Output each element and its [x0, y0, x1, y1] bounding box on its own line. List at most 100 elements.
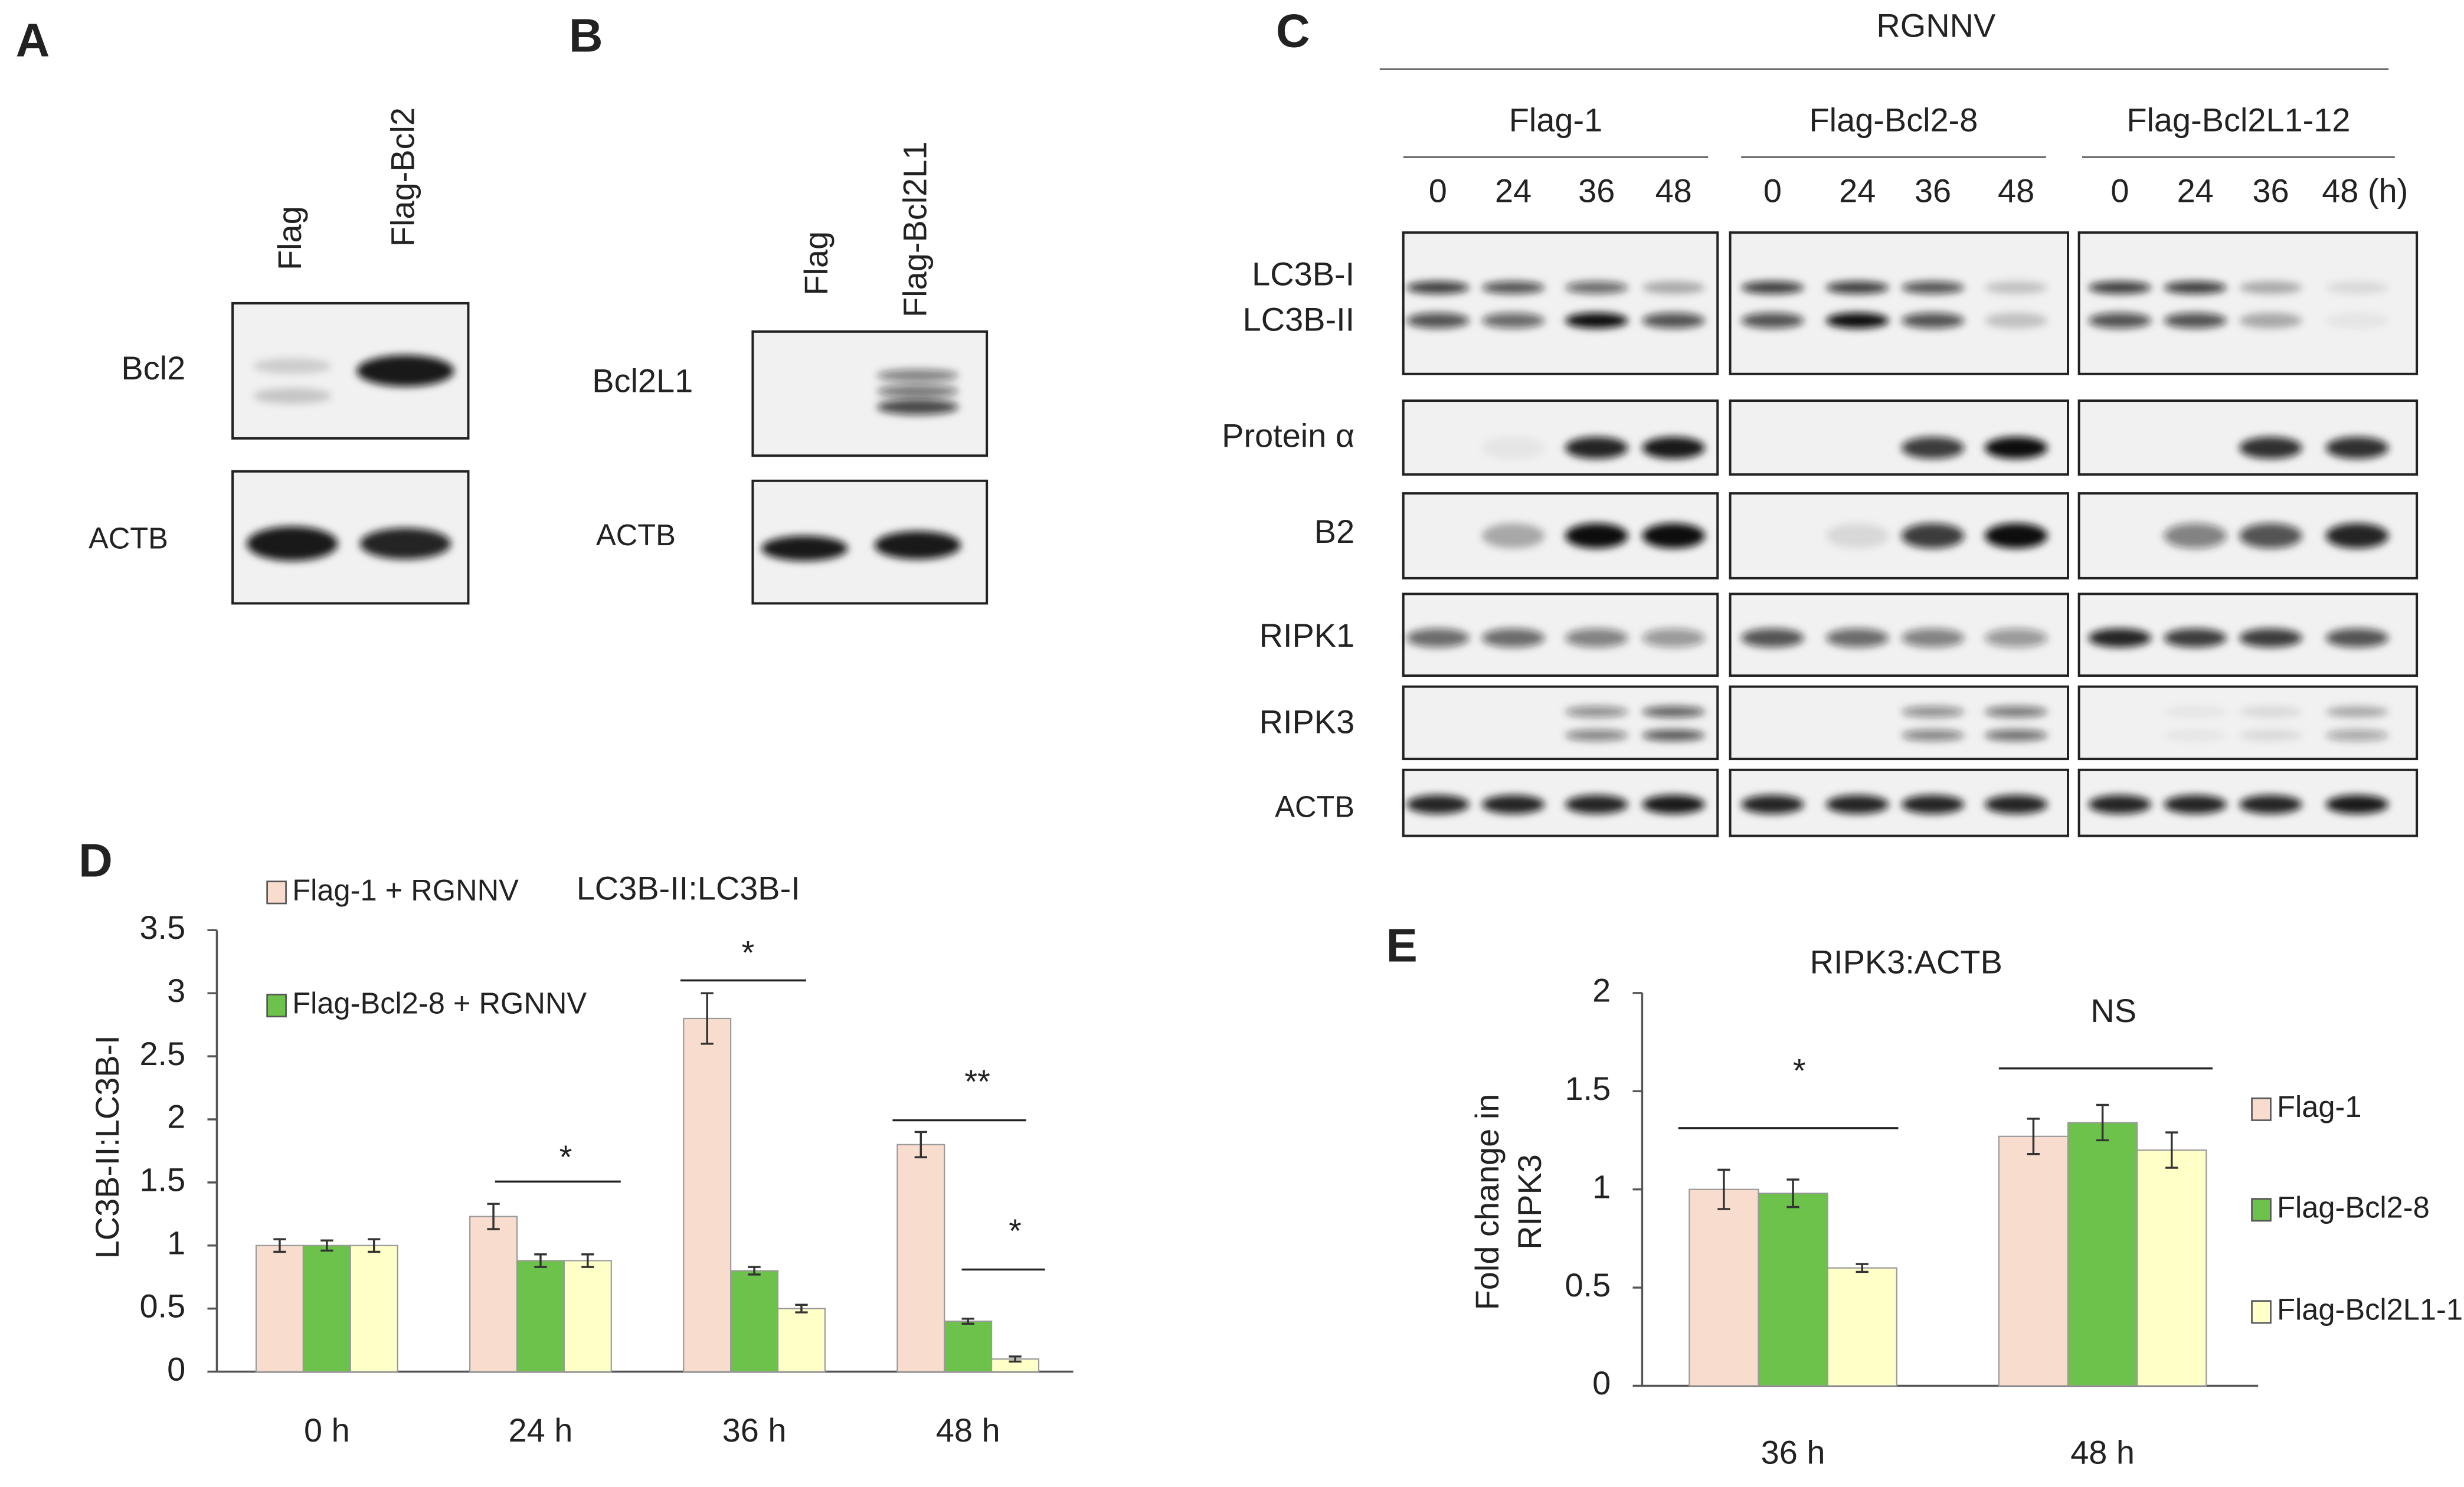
legend-swatch	[266, 994, 287, 1018]
blot-band	[1901, 729, 1965, 741]
legend-swatch	[2251, 1097, 2272, 1121]
row-label: RIPK1	[1259, 617, 1355, 654]
error-bar	[368, 1238, 381, 1253]
error-bar	[487, 1203, 500, 1230]
blot-band	[2239, 437, 2302, 459]
blot-band	[876, 369, 959, 382]
y-tick-label: 1.5	[1565, 1070, 1611, 1107]
time-label: 0	[1429, 172, 1447, 209]
row-label: Bcl2L1	[592, 362, 693, 399]
y-tick-label: 1	[1592, 1168, 1611, 1205]
legend-swatch	[266, 880, 287, 905]
time-label: 0	[1763, 172, 1782, 209]
blot-band	[1984, 312, 2048, 329]
blot-band	[253, 358, 332, 374]
blot-band	[1642, 706, 1705, 718]
row-label: Bcl2	[121, 349, 185, 387]
blot-band	[1984, 437, 2048, 459]
blot-band	[1565, 281, 1628, 294]
blot-band	[1642, 281, 1705, 294]
blot-frame	[2077, 685, 2419, 761]
x-tick-label: 24 h	[509, 1411, 573, 1449]
blot-band	[2239, 795, 2302, 814]
blot-band	[2239, 628, 2302, 648]
blot-band	[2164, 795, 2227, 814]
x-tick-label: 36 h	[722, 1411, 787, 1449]
blot-band	[1825, 281, 1889, 294]
time-label: 36	[1915, 172, 1951, 209]
group-label: Flag-Bcl2L1-12	[2126, 101, 2350, 138]
blot-band	[1481, 437, 1545, 459]
legend-swatch	[2251, 1198, 2272, 1222]
y-tick-label: 0	[1592, 1364, 1611, 1401]
significance-label: *	[1009, 1212, 1022, 1249]
y-tick-label: 3	[167, 972, 185, 1009]
x-tick-label: 48 h	[2070, 1433, 2135, 1470]
error-bar	[320, 1239, 333, 1252]
blot-band	[2088, 281, 2152, 294]
blot-band	[1984, 281, 2048, 294]
blot-band	[1901, 628, 1965, 648]
blot-band	[1406, 795, 1470, 814]
blot-band	[2325, 729, 2389, 741]
blot-band	[1825, 795, 1889, 814]
blot-band	[2239, 281, 2302, 294]
y-axis-label: LC3B-II:LC3B-I	[89, 1035, 126, 1259]
significance-label: *	[1793, 1052, 1806, 1089]
y-tick-label: 2	[1592, 972, 1611, 1009]
blot-band	[1481, 312, 1545, 329]
error-bar	[961, 1318, 974, 1325]
lane-label: Flag-Bcl2	[384, 107, 421, 247]
blot-band	[356, 355, 454, 387]
error-bar	[701, 992, 714, 1045]
time-label: 0	[2110, 172, 2129, 209]
blot-band	[2325, 628, 2389, 648]
blot-band	[1741, 795, 1804, 814]
blot-band	[1901, 795, 1965, 814]
blot-band	[2088, 795, 2152, 814]
y-tick-label: 1.5	[139, 1161, 185, 1198]
error-bar	[273, 1238, 286, 1253]
blot-band	[2164, 523, 2227, 549]
x-tick-label: 36 h	[1761, 1433, 1825, 1470]
error-bar	[795, 1303, 808, 1314]
panel-letter: B	[569, 9, 603, 62]
blot-band	[2239, 523, 2302, 549]
panel-letter: D	[78, 834, 113, 887]
error-bar	[581, 1253, 594, 1268]
y-tick-label: 0.5	[1565, 1266, 1611, 1303]
blot-band	[1825, 523, 1889, 549]
x-tick-label: 48 h	[936, 1411, 1000, 1449]
blot-band	[761, 536, 848, 561]
blot-band	[2325, 523, 2389, 549]
blot-band	[876, 399, 959, 415]
blot-band	[1565, 706, 1628, 718]
blot-band	[2325, 281, 2389, 294]
y-tick-label: 2	[167, 1098, 185, 1135]
y-tick-label: 0	[167, 1350, 185, 1387]
bar	[255, 1244, 304, 1373]
blot-band	[2239, 706, 2302, 718]
blot-band	[2164, 729, 2227, 741]
y-tick-label: 1	[167, 1224, 185, 1262]
bar	[469, 1216, 518, 1373]
bar	[563, 1260, 612, 1373]
error-bar	[2165, 1131, 2178, 1169]
blot-band	[1901, 281, 1965, 294]
blot-band	[2164, 281, 2227, 294]
blot-band	[1642, 729, 1705, 741]
time-label: 36	[2252, 172, 2289, 209]
blot-band	[1984, 795, 2048, 814]
blot-band	[1565, 437, 1628, 459]
blot-band	[1901, 706, 1965, 718]
blot-band	[253, 388, 332, 404]
y-tick-label: 3.5	[139, 909, 185, 946]
error-bar	[1786, 1178, 1799, 1208]
error-bar	[2027, 1118, 2040, 1155]
blot-band	[1901, 523, 1965, 549]
panel-letter: E	[1386, 919, 1417, 971]
y-tick-label: 0.5	[139, 1287, 185, 1324]
blot-band	[1406, 628, 1470, 648]
